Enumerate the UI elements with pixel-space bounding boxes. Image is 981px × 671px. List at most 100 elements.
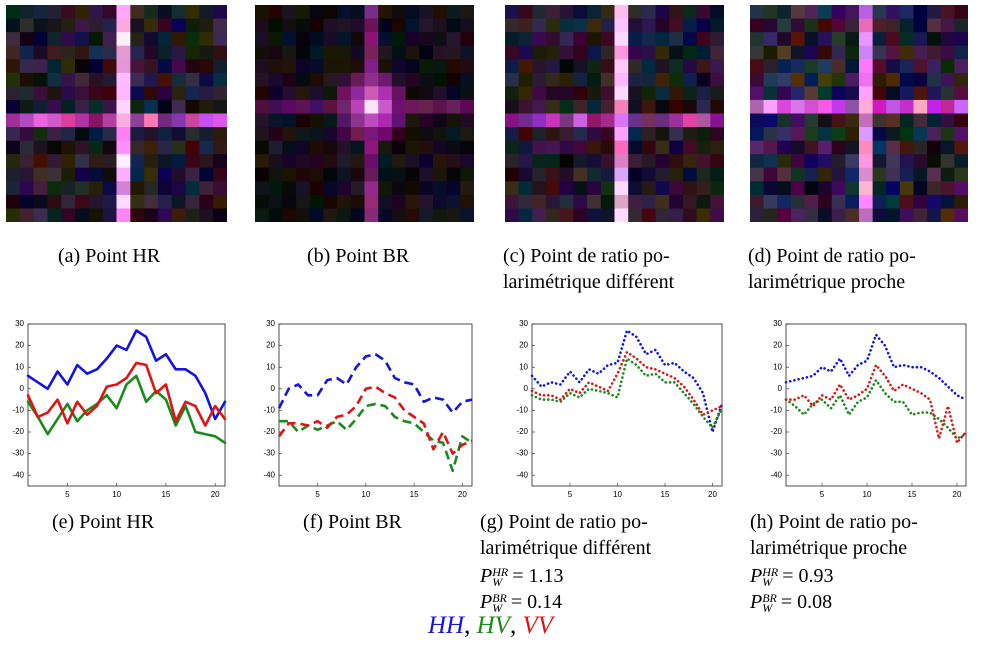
legend-separator: , (464, 612, 477, 639)
pixel (573, 86, 588, 101)
pixel (405, 5, 420, 20)
pixel (282, 208, 297, 222)
annotation-relation: = (780, 591, 793, 613)
pixel (750, 5, 765, 20)
pixel (710, 72, 724, 87)
pixel (309, 208, 324, 222)
y-tick-label: 0 (271, 384, 276, 393)
pixel (130, 99, 145, 114)
pixel (845, 86, 860, 101)
pixel (364, 86, 379, 101)
plot-frame (785, 323, 967, 487)
caption-line: larimétrique différent (503, 271, 675, 293)
pixel (213, 181, 227, 196)
pixel (818, 72, 833, 87)
pixel (587, 127, 602, 142)
pixel (790, 113, 805, 128)
pixel (899, 194, 914, 209)
pixel (750, 45, 765, 60)
pixel (391, 5, 407, 20)
pixel (954, 18, 968, 33)
pixel (546, 113, 561, 128)
pixel (88, 154, 104, 169)
pixel (171, 181, 187, 196)
pixel (171, 86, 187, 101)
pixel (446, 45, 461, 60)
pixel (845, 140, 860, 155)
pixel (6, 154, 21, 169)
pixel (710, 59, 724, 74)
pixel (831, 99, 846, 114)
pixel (19, 181, 35, 196)
pixel (213, 5, 227, 20)
pixel (157, 18, 173, 33)
pixel (790, 127, 805, 142)
pixel (587, 5, 602, 20)
pixel (19, 113, 35, 128)
pixel (350, 140, 365, 155)
pixel (954, 72, 968, 87)
pixel (47, 32, 62, 47)
pixel (171, 208, 187, 222)
pixel (682, 140, 698, 155)
pixel (185, 72, 200, 87)
pixel (750, 140, 765, 155)
pixel (790, 18, 805, 33)
pixel (940, 99, 955, 114)
pixel (641, 113, 657, 128)
pixel (628, 59, 643, 74)
pixel (600, 113, 615, 128)
annotation-value: 1.13 (528, 565, 564, 587)
pixel (323, 5, 338, 20)
pixel (33, 181, 48, 196)
pixel (831, 72, 846, 87)
pixel (364, 59, 379, 74)
pixel (927, 5, 942, 20)
pixel (391, 72, 407, 87)
pixel (954, 181, 968, 196)
pixel (818, 5, 833, 20)
pixel (282, 194, 297, 209)
x-tick-label: 20 (708, 490, 717, 499)
pixel (669, 32, 684, 47)
pixel (845, 99, 860, 114)
pixel (419, 140, 434, 155)
y-tick-label: -10 (263, 406, 275, 415)
pixel (432, 18, 448, 33)
y-tick-label: -40 (516, 470, 528, 479)
pixel (33, 113, 48, 128)
pixel (144, 194, 159, 209)
caption-line: larimétrique différent (480, 537, 652, 559)
pixel (405, 59, 420, 74)
pixel (710, 113, 724, 128)
pixel (669, 45, 684, 60)
pixel (405, 140, 420, 155)
pixel (88, 194, 104, 209)
pixel (419, 86, 434, 101)
pixel (669, 181, 684, 196)
x-tick-label: 15 (161, 490, 170, 499)
annotation-sub: W (492, 575, 503, 590)
pixel (378, 18, 393, 33)
pixel (350, 72, 365, 87)
pixel (282, 86, 297, 101)
pixel (546, 5, 561, 20)
pixel (899, 32, 914, 47)
pixel (669, 99, 684, 114)
pixel (446, 140, 461, 155)
plot-frame (278, 323, 473, 487)
pixel (309, 72, 324, 87)
pixel (682, 113, 698, 128)
pixel (446, 18, 461, 33)
pixel (899, 181, 914, 196)
pixel (505, 59, 520, 74)
pixel (696, 5, 711, 20)
pixel (587, 45, 602, 60)
pixel (505, 127, 520, 142)
pixel (777, 113, 792, 128)
pixel (696, 113, 711, 128)
pixel (432, 208, 448, 222)
pixel (655, 5, 670, 20)
pixel (47, 45, 62, 60)
pixel (940, 32, 955, 47)
